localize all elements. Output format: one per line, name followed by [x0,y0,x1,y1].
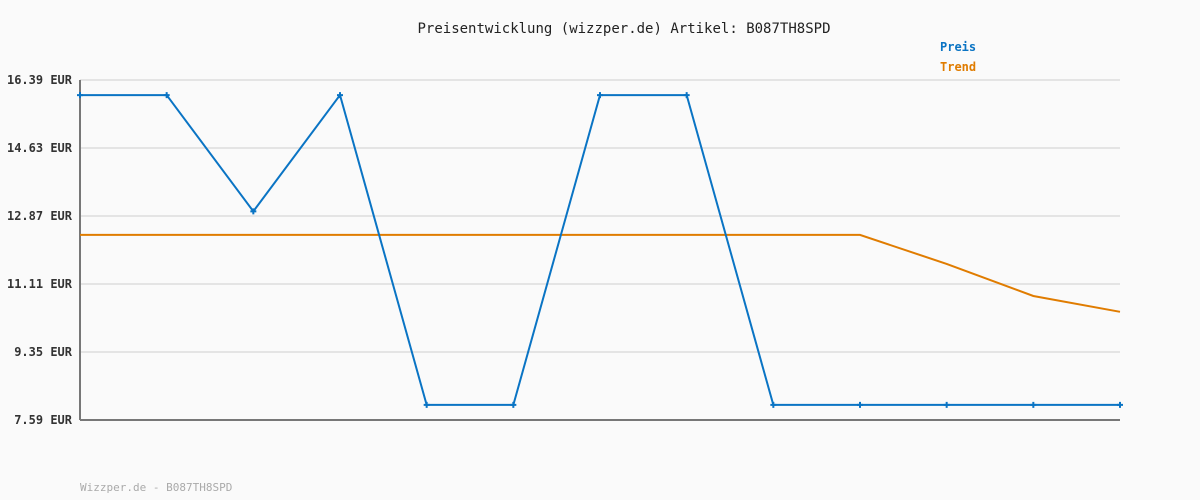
series-line-preis [80,92,1120,406]
data-point [163,92,170,99]
data-point [597,92,603,99]
y-tick-label: 14.63 EUR [7,141,73,155]
data-point [683,92,690,99]
footer-text: Wizzper.de - B087TH8SPD [80,481,232,494]
y-tick-label: 7.59 EUR [14,413,73,427]
data-point [423,401,430,408]
y-tick-label: 11.11 EUR [7,277,73,291]
data-point [1117,401,1123,408]
y-tick-label: 16.39 EUR [7,73,73,87]
data-point [770,401,777,408]
legend-trend: Trend [940,60,976,74]
series-line-trend [80,233,1121,313]
data-point [337,92,343,99]
y-tick-label: 9.35 EUR [14,345,73,359]
data-point [857,401,863,408]
legend-preis: Preis [940,40,976,54]
data-point [1030,401,1037,408]
data-point [77,92,83,99]
data-point [943,401,950,408]
y-tick-label: 12.87 EUR [7,209,73,223]
chart-title: Preisentwicklung (wizzper.de) Artikel: B… [417,21,830,37]
data-point [250,208,257,215]
data-point [510,401,517,408]
